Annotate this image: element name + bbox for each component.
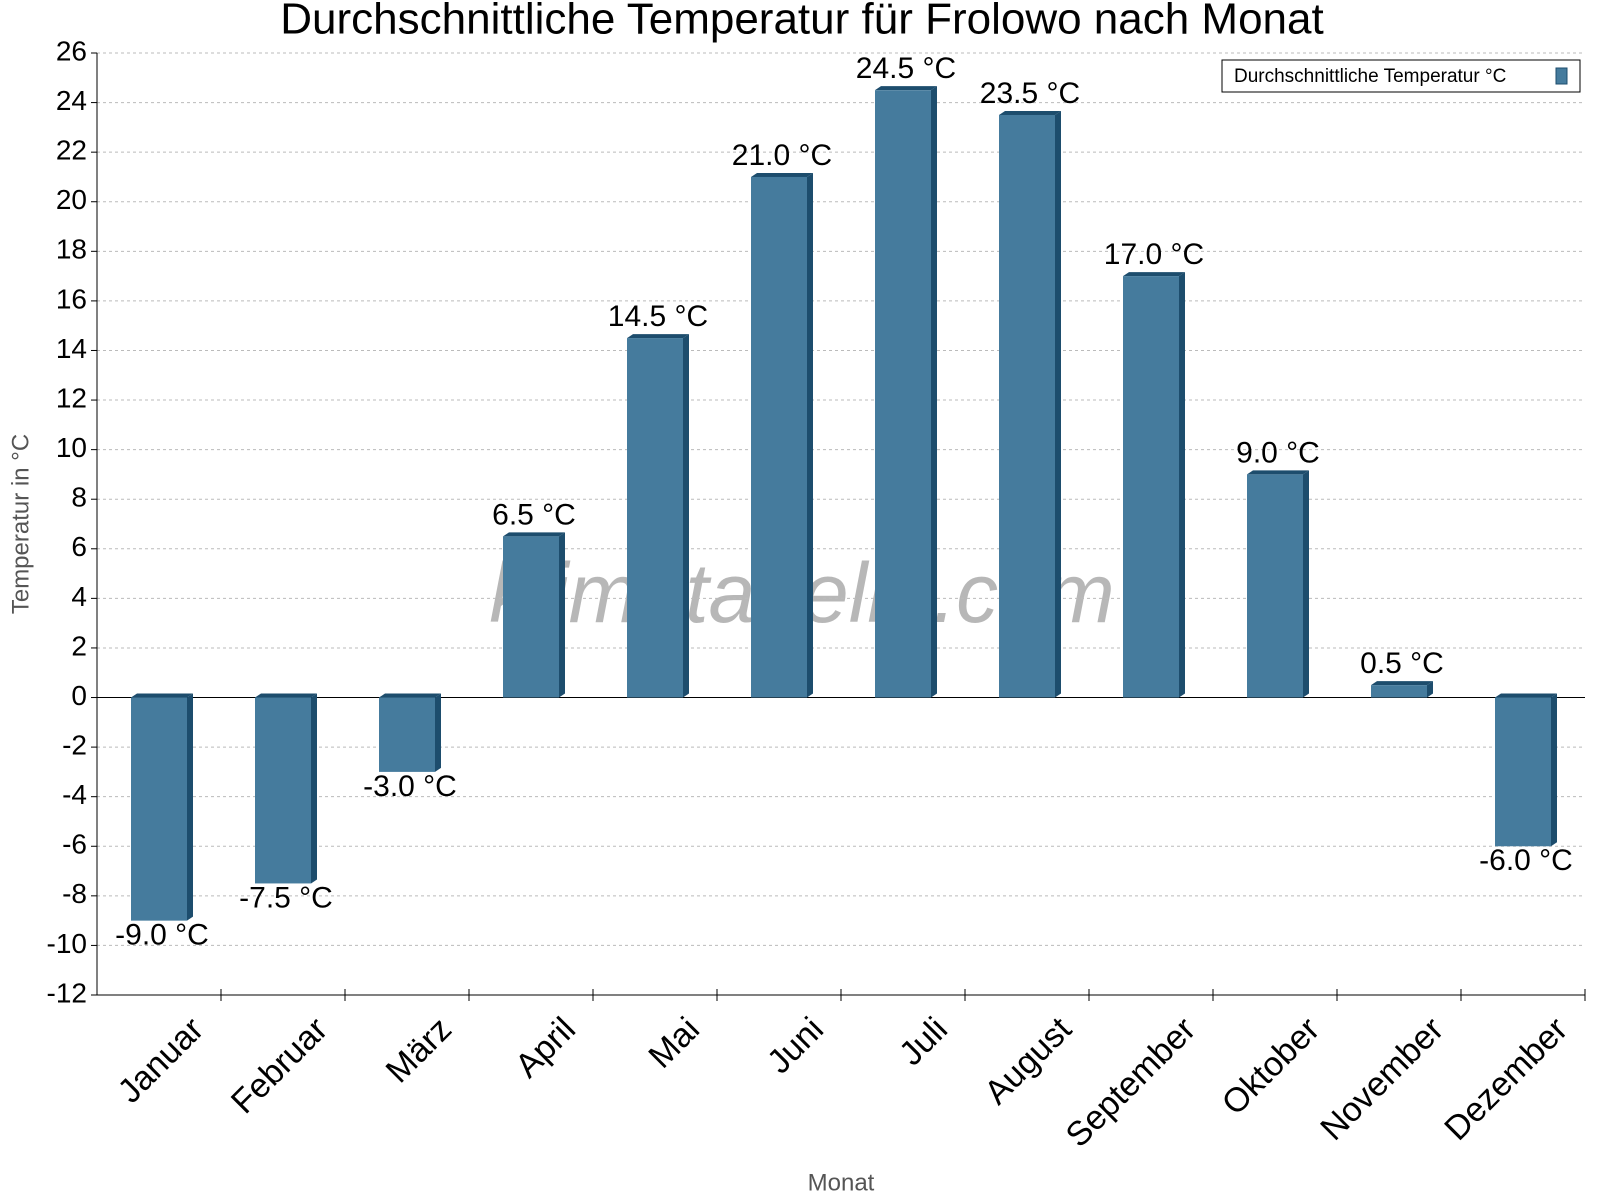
bar-side bbox=[1303, 470, 1309, 698]
data-label: 0.5 °C bbox=[1360, 647, 1444, 680]
bar bbox=[255, 697, 311, 884]
x-tick-label: Dezember bbox=[1437, 1010, 1575, 1148]
bar-side bbox=[807, 172, 813, 698]
y-tick-label: 6 bbox=[71, 531, 87, 562]
data-label: 23.5 °C bbox=[980, 77, 1080, 110]
bar-top bbox=[255, 693, 317, 698]
y-tick-label: 8 bbox=[71, 482, 87, 513]
bar bbox=[627, 338, 683, 698]
bar-side bbox=[435, 693, 441, 772]
bar-top bbox=[1123, 272, 1185, 277]
bar bbox=[1123, 276, 1179, 698]
x-tick-label: Juli bbox=[892, 1010, 955, 1073]
y-tick-label: 16 bbox=[56, 283, 87, 314]
bar-top bbox=[875, 86, 937, 91]
bar-top bbox=[379, 693, 441, 698]
legend-swatch bbox=[1555, 67, 1568, 85]
bar-side bbox=[1427, 681, 1433, 698]
bar-top bbox=[131, 693, 193, 698]
x-tick-label: März bbox=[379, 1010, 459, 1090]
bar bbox=[379, 697, 435, 772]
bar-top bbox=[1371, 681, 1433, 686]
y-tick-label: 20 bbox=[56, 184, 87, 215]
y-tick-label: 18 bbox=[56, 234, 87, 265]
y-tick-label: 2 bbox=[71, 630, 87, 661]
bar-side bbox=[683, 334, 689, 698]
y-tick-label: -2 bbox=[62, 729, 87, 760]
x-tick-label: August bbox=[977, 1010, 1079, 1112]
data-label: -9.0 °C bbox=[115, 919, 209, 952]
x-tick-label: November bbox=[1313, 1010, 1451, 1148]
bar-top bbox=[503, 532, 565, 537]
bar bbox=[999, 114, 1055, 698]
bar-side bbox=[559, 532, 565, 698]
y-tick-label: 26 bbox=[56, 35, 87, 66]
data-label: 9.0 °C bbox=[1236, 436, 1320, 469]
data-label: -3.0 °C bbox=[363, 770, 457, 803]
y-tick-label: 24 bbox=[56, 85, 87, 116]
x-axis-label: Monat bbox=[808, 1169, 875, 1196]
x-tick-label: Mai bbox=[641, 1010, 707, 1076]
y-tick-label: 4 bbox=[71, 581, 87, 612]
data-label: 21.0 °C bbox=[732, 139, 832, 172]
bar bbox=[1495, 697, 1551, 847]
bar-top bbox=[751, 172, 813, 177]
bar-side bbox=[1179, 272, 1185, 698]
y-tick-label: 22 bbox=[56, 135, 87, 166]
y-tick-label: -10 bbox=[47, 928, 87, 959]
data-label: -6.0 °C bbox=[1479, 844, 1573, 877]
bar-top bbox=[999, 110, 1061, 115]
bar-top bbox=[1247, 470, 1309, 475]
x-tick-label: Juni bbox=[760, 1010, 831, 1081]
bar bbox=[1247, 474, 1303, 698]
bar bbox=[131, 697, 187, 921]
bar-top bbox=[1495, 693, 1557, 698]
data-label: 6.5 °C bbox=[492, 498, 576, 531]
x-tick-label: Oktober bbox=[1215, 1010, 1327, 1122]
legend-box bbox=[1221, 59, 1581, 93]
bar bbox=[751, 176, 807, 698]
bar bbox=[503, 536, 559, 698]
y-tick-label: -12 bbox=[47, 977, 87, 1008]
data-label: 14.5 °C bbox=[608, 300, 708, 333]
bar bbox=[875, 90, 931, 698]
chart-title: Durchschnittliche Temperatur für Frolowo… bbox=[280, 0, 1323, 44]
y-tick-label: 0 bbox=[71, 680, 87, 711]
bar-side bbox=[1055, 110, 1061, 698]
y-tick-label: 12 bbox=[56, 382, 87, 413]
data-label: -7.5 °C bbox=[239, 881, 333, 914]
bar-side bbox=[311, 693, 317, 884]
bar bbox=[1371, 685, 1427, 698]
x-tick-label: Januar bbox=[111, 1010, 211, 1110]
bar-side bbox=[931, 86, 937, 698]
y-tick-label: -4 bbox=[62, 779, 87, 810]
data-label: 17.0 °C bbox=[1104, 238, 1204, 271]
bar-top bbox=[627, 334, 689, 339]
y-axis-label: Temperatur in °C bbox=[7, 434, 34, 614]
data-label: 24.5 °C bbox=[856, 52, 956, 85]
y-tick-label: 14 bbox=[56, 333, 87, 364]
bar-side bbox=[187, 693, 193, 921]
legend-label: Durchschnittliche Temperatur °C bbox=[1234, 66, 1506, 87]
y-tick-label: -8 bbox=[62, 878, 87, 909]
bar-side bbox=[1551, 693, 1557, 847]
y-tick-label: -6 bbox=[62, 829, 87, 860]
y-tick-label: 10 bbox=[56, 432, 87, 463]
x-tick-label: Februar bbox=[224, 1010, 335, 1121]
x-tick-label: September bbox=[1059, 1010, 1203, 1154]
x-tick-label: April bbox=[508, 1010, 583, 1085]
